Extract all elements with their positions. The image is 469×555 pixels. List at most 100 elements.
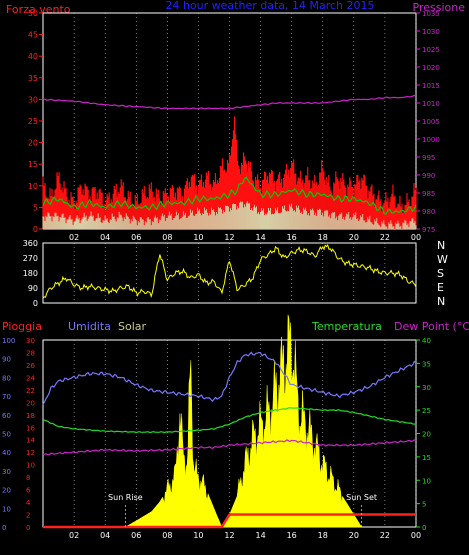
x-tick-label: 08	[162, 233, 172, 242]
solar-tick-label: 8	[26, 474, 30, 482]
wind-tick-label: 45	[28, 31, 38, 40]
wind-panel: 0510152025303540455097598098599099510001…	[28, 9, 440, 242]
wind-tick-label: 0	[33, 225, 38, 234]
pressure-tick-label: 995	[422, 154, 435, 162]
x-tick-label: 20	[349, 531, 359, 540]
pressure-axis-label: Pressione	[413, 1, 466, 14]
humidity-tick-label: 100	[2, 337, 15, 345]
humidity-tick-label: 40	[2, 449, 11, 457]
pressure-tick-label: 1010	[422, 100, 440, 108]
pressure-tick-label: 980	[422, 208, 435, 216]
pressure-tick-label: 1035	[422, 10, 440, 18]
humidity-tick-label: 80	[2, 374, 11, 382]
chart-title: 24 hour weather data, 14 March 2015	[165, 0, 374, 12]
solar-tick-label: 28	[26, 349, 35, 357]
wind-axis-label: Forza vento	[6, 3, 71, 16]
x-tick-label: 00	[411, 233, 421, 242]
wind-tick-label: 30	[28, 95, 38, 104]
wind-tick-label: 35	[28, 74, 38, 83]
solar-tick-label: 4	[26, 499, 31, 507]
x-tick-label: 10	[193, 531, 203, 540]
temperature-tick-label: 30	[422, 384, 431, 392]
temperature-line	[42, 407, 417, 434]
temperature-tick-label: 25	[422, 407, 431, 415]
solar-axis-label: Solar	[118, 320, 147, 333]
solar-tick-label: 30	[26, 337, 35, 345]
x-tick-label: 22	[380, 233, 390, 242]
pressure-tick-label: 1005	[422, 118, 440, 126]
wind-tick-label: 25	[28, 117, 38, 126]
wind-average-line	[42, 176, 417, 215]
x-tick-label: 00	[411, 531, 421, 540]
rain-axis-label: Pioggia	[2, 320, 42, 333]
humidity-tick-label: 90	[2, 356, 11, 364]
x-tick-label: 16	[287, 233, 297, 242]
humidity-line	[42, 351, 417, 405]
humidity-tick-label: 30	[2, 468, 11, 476]
direction-tick-label: 0	[33, 299, 38, 308]
temperature-tick-label: 40	[422, 337, 431, 345]
solar-tick-label: 10	[26, 462, 35, 470]
x-tick-label: 04	[100, 531, 110, 540]
x-tick-label: 20	[349, 233, 359, 242]
solar-tick-label: 18	[26, 412, 35, 420]
solar-tick-label: 2	[26, 512, 30, 520]
pressure-tick-label: 985	[422, 190, 435, 198]
pressure-tick-label: 975	[422, 226, 435, 234]
solar-area	[124, 314, 363, 528]
x-tick-label: 10	[193, 233, 203, 242]
x-tick-label: 02	[69, 233, 79, 242]
x-tick-label: 16	[287, 531, 297, 540]
temperature-tick-label: 0	[422, 524, 426, 532]
compass-label: E	[437, 281, 444, 294]
humidity-tick-label: 60	[2, 412, 11, 420]
direction-tick-label: 90	[28, 284, 38, 293]
temperature-tick-label: 35	[422, 360, 431, 368]
solar-tick-label: 0	[26, 524, 30, 532]
wind-direction-line	[42, 243, 417, 299]
weather-panel: 0102030405060708090100024681012141618202…	[2, 314, 431, 540]
humidity-tick-label: 50	[2, 431, 11, 439]
pressure-tick-label: 1030	[422, 28, 440, 36]
x-tick-label: 18	[318, 531, 328, 540]
wind-tick-label: 15	[28, 160, 38, 169]
solar-tick-label: 24	[26, 374, 35, 382]
solar-tick-label: 6	[26, 487, 31, 495]
solar-tick-label: 20	[26, 399, 35, 407]
wind-tick-label: 50	[28, 9, 38, 18]
wind-tick-label: 10	[28, 182, 38, 191]
temperature-tick-label: 20	[422, 431, 431, 439]
compass-label: W	[437, 253, 448, 266]
direction-tick-label: 360	[23, 239, 38, 248]
temperature-axis-label: Temperatura	[311, 320, 382, 333]
humidity-tick-label: 10	[2, 505, 11, 513]
solar-tick-label: 12	[26, 449, 35, 457]
rain-line	[43, 513, 416, 529]
humidity-tick-label: 20	[2, 487, 11, 495]
humidity-tick-label: 0	[2, 524, 6, 532]
humidity-tick-label: 70	[2, 393, 11, 401]
dewpoint-axis-label: Dew Point (°C)	[394, 320, 469, 333]
pressure-tick-label: 990	[422, 172, 435, 180]
pressure-tick-label: 1015	[422, 82, 440, 90]
humidity-axis-label: Umidita	[68, 320, 111, 333]
temperature-tick-label: 10	[422, 477, 431, 485]
x-tick-label: 06	[131, 233, 141, 242]
wind-tick-label: 5	[33, 203, 38, 212]
compass-label: S	[437, 267, 444, 280]
direction-tick-label: 180	[23, 269, 38, 278]
pressure-tick-label: 1000	[422, 136, 440, 144]
solar-tick-label: 16	[26, 424, 35, 432]
x-tick-label: 02	[69, 531, 79, 540]
x-tick-label: 06	[131, 531, 141, 540]
wind-tick-label: 40	[28, 52, 38, 61]
sunrise-label: Sun Rise	[108, 493, 143, 502]
solar-tick-label: 14	[26, 437, 35, 445]
x-tick-label: 14	[255, 531, 265, 540]
dew-point-line	[42, 439, 417, 456]
solar-tick-label: 22	[26, 387, 35, 395]
solar-tick-label: 26	[26, 362, 35, 370]
x-tick-label: 14	[255, 233, 265, 242]
